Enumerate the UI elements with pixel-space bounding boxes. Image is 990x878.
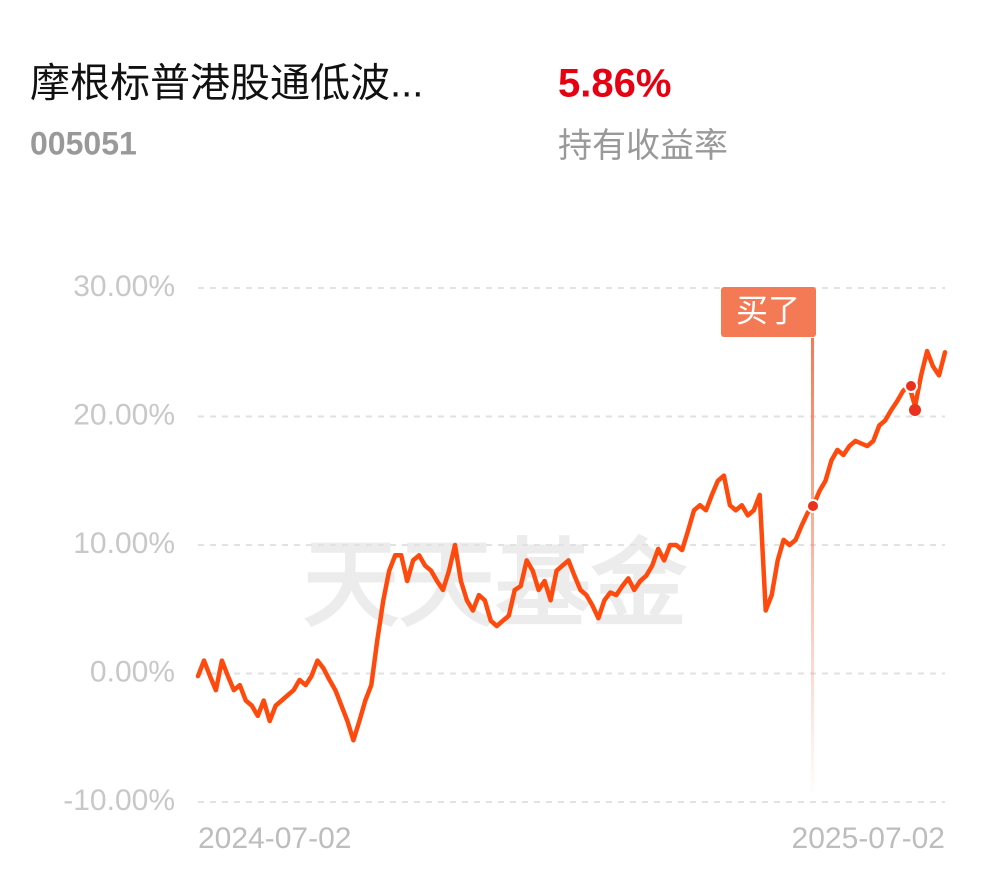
buy-tag [721, 287, 816, 337]
grid: 30.00% 20.00% 10.00% 0.00% -10.00% 2024-07-02… [63, 270, 945, 855]
y-tick-label: 0.00% [90, 655, 175, 688]
buy-tag-text: 买了 [736, 292, 800, 328]
x-tick-label: 2024-07-02 [198, 822, 351, 855]
trade-dot [909, 404, 921, 416]
return-value: 5.86% [558, 62, 671, 106]
buy-dot [806, 499, 820, 513]
y-tick-label: -10.00% [63, 784, 175, 817]
return-label: 持有收益率 [558, 127, 728, 165]
y-tick-label: 10.00% [73, 527, 175, 560]
x-tick-label: 2025-07-02 [792, 822, 945, 855]
fund-name: 摩根标普港股通低波... [30, 62, 423, 106]
line [195, 348, 948, 743]
fund-code: 005051 [30, 125, 137, 161]
y-tick-label: 30.00% [73, 270, 175, 303]
y-tick-label: 20.00% [73, 398, 175, 431]
buy-line [811, 338, 814, 800]
plot [195, 348, 948, 743]
trade-dot [904, 379, 918, 393]
